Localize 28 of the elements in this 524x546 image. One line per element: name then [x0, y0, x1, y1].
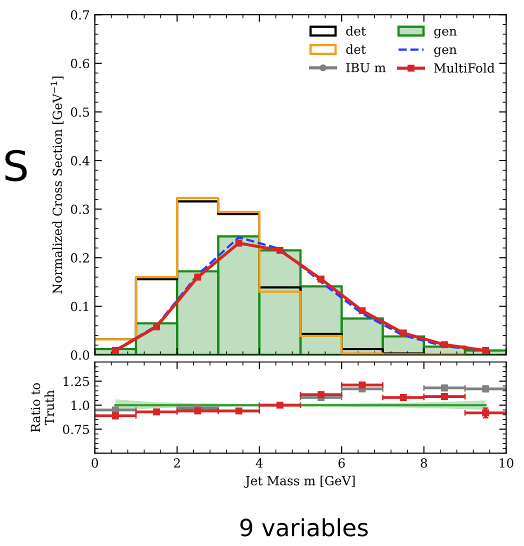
y-axis-title: Ratio to Truth [30, 383, 54, 432]
x-tick-label: 8 [420, 458, 428, 468]
x-axis-title: Jet Mass m [GeV] [244, 476, 355, 488]
x-tick-label: 2 [174, 458, 180, 468]
legend-label: MultiFold [434, 63, 495, 73]
legend-label: gen [434, 47, 457, 57]
y-tick-label: 0.1 [70, 302, 88, 312]
y-tick-label: 0.2 [70, 253, 89, 263]
x-tick-label: 4 [256, 458, 263, 468]
text: S [5, 150, 27, 182]
y-tick-label: 0.3 [70, 204, 90, 214]
x-tick-label: 0 [92, 458, 98, 468]
legend-label: det [346, 44, 366, 54]
text: 9 variables [240, 518, 368, 536]
legend-label: IBU m [346, 63, 386, 72]
y-tick-label: 0.7 [70, 10, 90, 20]
y-tick-label: 1.0 [72, 400, 90, 410]
legend-label: gen [434, 28, 457, 38]
y-tick-label: 0.4 [70, 156, 90, 166]
y-tick-label: 0.5 [70, 107, 90, 117]
y-axis-title: Normalized Cross Section [GeV$^{−1}$] [50, 76, 64, 294]
y-tick-label: 0.75 [62, 424, 90, 434]
legend-label: det [346, 26, 366, 36]
y-tick-label: 0.6 [70, 58, 90, 68]
x-tick-label: 10 [500, 458, 514, 468]
y-tick-label: 0.0 [70, 350, 90, 360]
x-tick-label: 6 [338, 458, 345, 468]
y-tick-label: 1.25 [64, 376, 90, 386]
